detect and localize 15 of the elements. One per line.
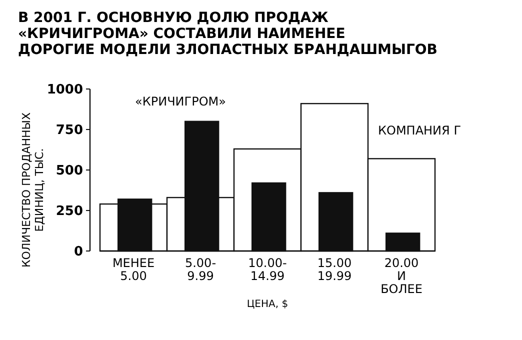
series-label: «КРИЧИГРОМ» bbox=[135, 94, 226, 108]
y-tick-label: 1000 bbox=[46, 82, 83, 98]
y-tick-label: 750 bbox=[56, 123, 83, 138]
chart-title: В 2001 Г. ОСНОВНУЮ ДОЛЮ ПРОДАЖ «КРИЧИГРОМА» СОСТАВИЛИ НАИМЕНЕЕ ДОРОГИЕ МОДЕЛИ ЗЛОПАСТНЫХ БРАНДАШМЫГОВ bbox=[18, 10, 438, 58]
x-axis-title: ЦЕНА, $ bbox=[246, 299, 288, 310]
y-tick-label: 250 bbox=[56, 204, 83, 220]
x-tick-label: МЕНЕЕ 5.00 bbox=[112, 256, 155, 283]
x-tick-label: 5.00- 9.99 bbox=[184, 256, 216, 283]
x-tick-label: 10.00- 14.99 bbox=[248, 256, 287, 283]
x-tick-label: 20.00 И БОЛЕЕ bbox=[380, 256, 422, 296]
y-axis-title: КОЛИЧЕСТВО ПРОДАННЫХ ЕДИНИЦ, ТЫС. bbox=[20, 112, 46, 268]
y-tick-label: 500 bbox=[56, 164, 83, 179]
y-tick-label: 0 bbox=[74, 244, 83, 260]
series-label: КОМПАНИЯ Г bbox=[378, 124, 462, 138]
x-tick-label: 15.00 19.99 bbox=[317, 256, 352, 283]
